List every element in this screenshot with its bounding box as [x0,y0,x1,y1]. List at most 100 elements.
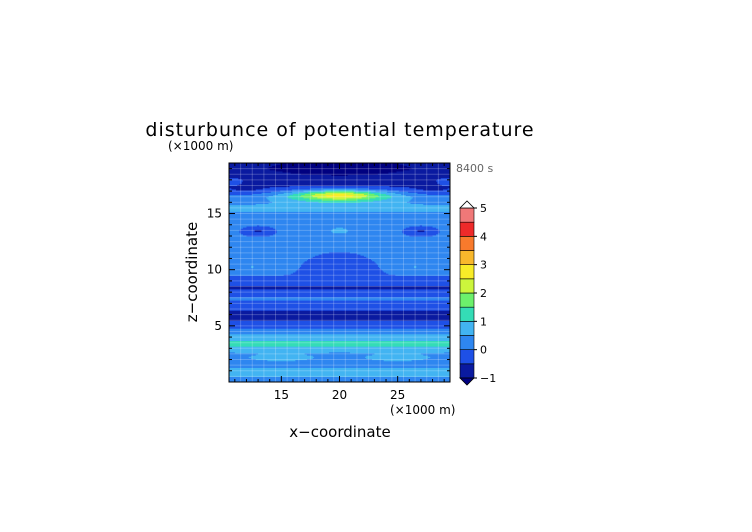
contour-fill-cell [308,258,372,261]
contour-fill-cell [229,351,236,354]
contour-fill-cell [267,359,296,362]
contour-fill-cell [259,224,421,227]
contour-fill-cell [276,230,332,233]
contour-fill-cell [436,233,450,236]
colorbar-tick-label: 2 [480,287,487,300]
contour-fill-cell [229,222,450,225]
contour-fill-cell [237,184,443,187]
contour-fill-cell [229,306,450,309]
contour-fill-cell [229,259,308,262]
contour-fill-cell [229,368,450,371]
contour-fill-cell [229,304,450,307]
contour-fill-cell [270,191,293,193]
contour-fill-cell [368,257,450,260]
contour-fill-cell [229,266,252,269]
contour-fill-cell [332,228,348,230]
contour-fill-cell [261,230,278,233]
contour-fill-cell [231,187,264,190]
x-unit-label: (×1000 m) [390,403,455,417]
contour-fill-cell [413,265,417,267]
contour-fill-cell [229,332,450,335]
contour-fill-cell [326,195,353,198]
contour-fill-cell [229,166,270,169]
contour-fill-cell [374,352,422,355]
contour-fill-cell [229,216,450,219]
contour-fill-cell [229,330,450,333]
contour-fill-cell [229,232,242,235]
contour-fill-cell [229,356,250,358]
contour-fill-cell [275,169,405,172]
contour-fill-cell [287,195,301,198]
contour-fill-cell [229,360,450,363]
contour-fill-cell [315,193,334,196]
contour-fill-cell [310,187,370,190]
contour-fill-cell [331,230,349,233]
colorbar-swatch [459,292,475,308]
contour-fill-cell [269,168,410,171]
contour-fill-cell [353,192,370,194]
contour-fill-cell [301,194,313,197]
contour-fill-cell [229,225,248,228]
contour-fill-cell [229,176,450,179]
contour-fill-cell [229,207,450,210]
contour-fill-cell [410,166,450,169]
contour-fill-cell [229,265,252,267]
contour-fill-cell [372,259,450,262]
contour-fill-cell [381,198,412,201]
contour-fill-cell [347,174,450,176]
contour-fill-cell [277,193,294,196]
contour-fill-cell [423,353,450,356]
contour-fill-cell [439,183,450,185]
contour-fill-cell [229,353,257,356]
contour-fill-cell [268,195,288,198]
contour-fill-cell [315,255,365,257]
contour-fill-cell [331,229,349,231]
contour-fill-cell [229,362,450,365]
contour-fill-cell [411,197,450,200]
contour-fill-cell [318,253,362,256]
axis-ticks: 15 20 25 5 10 15 [207,163,450,402]
contour-fill-cell [410,195,450,198]
contour-fill-cell [423,358,450,361]
contour-fill-cell [229,289,450,292]
contour-fill-cell [301,173,379,175]
contour-fill-cell [303,261,377,264]
contour-fill-cell [229,218,450,220]
contour-fill-cell [280,189,305,192]
contour-fill-cell [229,243,450,246]
y-tick-label: 5 [214,319,222,333]
contour-fill-cell [438,232,450,235]
contour-fill-cell [229,205,450,208]
contour-fill-cell [229,335,450,338]
contour-fill-cell [352,195,367,198]
contour-fill-cell [229,323,450,326]
contour-fill-cell [380,267,450,270]
contour-fill-cell [402,229,419,231]
contour-fill-cell [298,192,312,194]
contour-fill-cell [229,167,268,170]
contour-fill-cell [229,246,450,248]
contour-fill-cell [356,198,382,201]
contour-fill-cell [292,193,306,196]
contour-fill-cell [229,279,450,282]
contour-fill-cell [424,230,441,233]
contour-fill-cell [229,288,450,291]
contour-fill-cell [229,219,450,221]
contour-fill-cell [229,329,450,331]
contour-fill-cell [229,298,450,301]
contour-fill-cell [241,182,438,184]
contour-fill-cell [422,224,450,227]
contour-fill-cell [229,194,274,197]
contour-fill-cell [377,194,391,197]
contour-fill-cell [412,196,450,199]
contour-fill-cell [256,224,260,227]
contour-fill-cell [332,193,348,196]
contour-fill-cell [229,204,450,207]
contour-fill-cell [229,196,267,199]
contour-fill-cell [395,192,419,194]
contour-fill-cell [229,187,232,190]
contour-fill-cell [416,266,450,269]
contour-fill-cell [229,346,450,348]
contour-fill-cell [254,229,263,231]
contour-fill-cell [276,229,332,231]
